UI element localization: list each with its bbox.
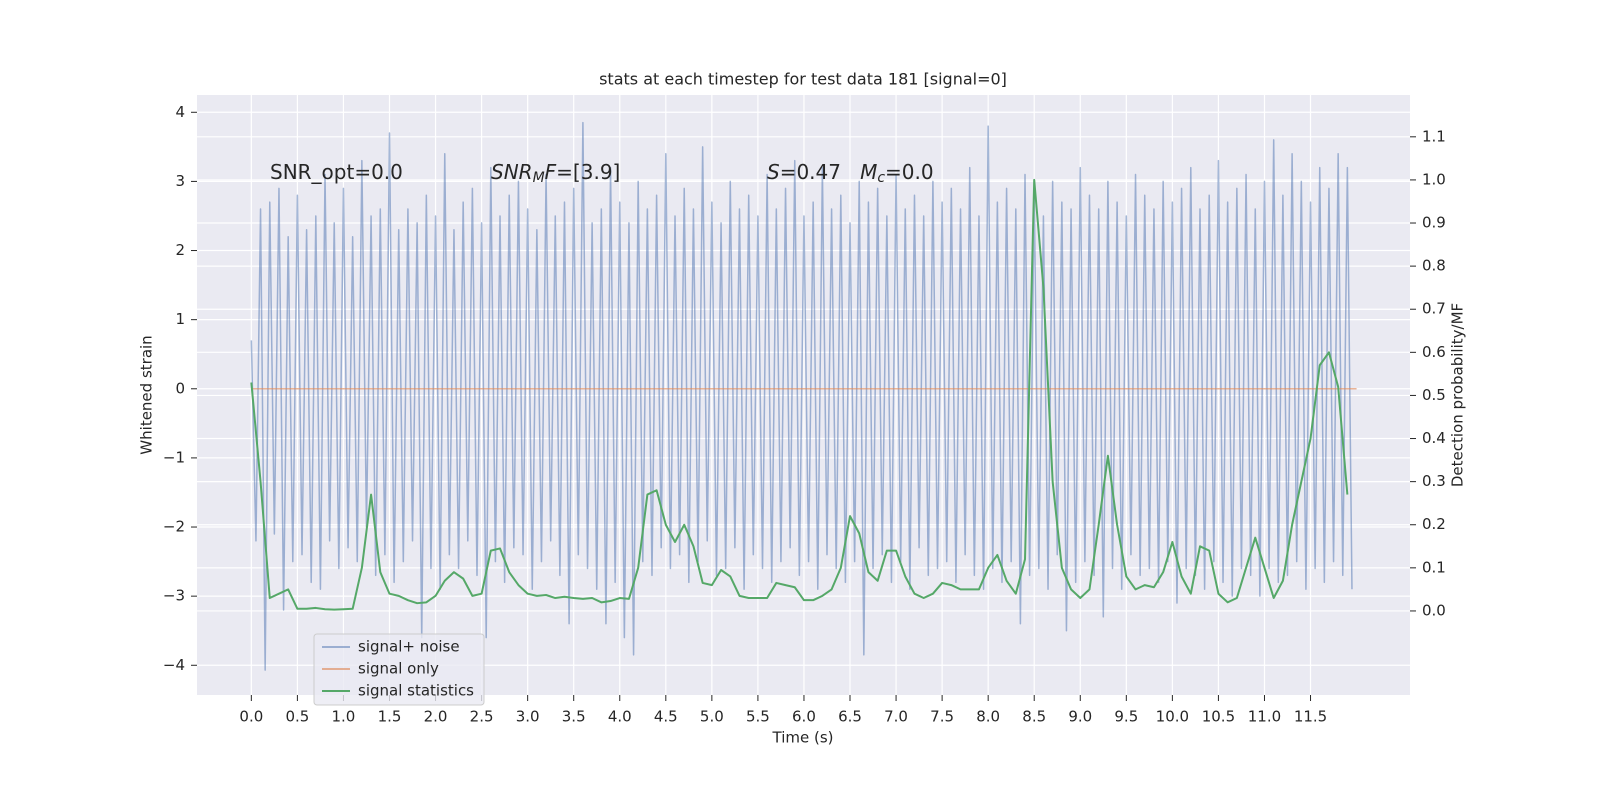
annotation-part: SNR xyxy=(491,160,533,184)
annotation-part: F xyxy=(545,160,557,184)
y2-tick-label: 1.1 xyxy=(1422,127,1446,145)
y2-tick-label: 0.1 xyxy=(1422,558,1446,576)
annotation: S=0.47 Mc=0.0 xyxy=(767,160,934,187)
x-tick-label: 0.0 xyxy=(239,708,263,726)
annotation-part: =0.47 xyxy=(780,160,860,184)
y2-tick-label: 0.0 xyxy=(1422,601,1446,619)
legend-frame xyxy=(313,633,485,706)
x-tick-label: 10.5 xyxy=(1202,708,1235,726)
y2-tick-label: 0.3 xyxy=(1422,472,1446,490)
series-line xyxy=(250,121,1353,671)
x-tick-label: 1.0 xyxy=(332,708,356,726)
x-tick-label: 7.5 xyxy=(930,708,954,726)
x-tick-label: 6.5 xyxy=(838,708,862,726)
y-tick-label: −1 xyxy=(163,448,185,466)
y-tick-label: 3 xyxy=(175,172,185,190)
y2-tick-label: 0.6 xyxy=(1422,343,1446,361)
annotation: SNRMF=[3.9] xyxy=(491,160,620,187)
x-tick-label: 3.5 xyxy=(562,708,586,726)
x-tick-label: 4.0 xyxy=(608,708,632,726)
annotation: SNR_opt=0.0 xyxy=(270,160,403,184)
x-tick-label: 8.5 xyxy=(1022,708,1046,726)
legend-label: signal statistics xyxy=(358,682,474,700)
annotation-part: c xyxy=(877,170,885,186)
x-tick-label: 1.5 xyxy=(378,708,402,726)
y2-axis-label: Detection probability/MF xyxy=(1449,303,1467,487)
y2-tick-label: 0.8 xyxy=(1422,257,1446,275)
y-tick-label: −4 xyxy=(163,656,185,674)
legend: signal+ noise signal only signal statistic… xyxy=(313,633,485,706)
legend-label: signal+ noise xyxy=(358,638,460,656)
x-tick-label: 3.0 xyxy=(516,708,540,726)
y-tick-label: −3 xyxy=(163,587,185,605)
y-tick-label: 0 xyxy=(175,379,185,397)
x-axis-label: Time (s) xyxy=(772,729,834,747)
x-tick-label: 5.5 xyxy=(746,708,770,726)
y2-tick-label: 0.9 xyxy=(1422,214,1446,232)
x-tick-label: 9.5 xyxy=(1114,708,1138,726)
x-tick-label: 11.5 xyxy=(1294,708,1327,726)
axes: 0.0 0.5 1.0 1.5 2.0 2.5 3.0 3.5 4.0 4.5 5.0 5.5 6.0 6… xyxy=(163,103,1446,726)
y2-tick-label: 0.5 xyxy=(1422,386,1446,404)
y2-tick-label: 1.0 xyxy=(1422,170,1446,188)
annotation-part: =0.0 xyxy=(885,160,934,184)
legend-label: signal only xyxy=(358,660,439,678)
x-tick-label: 11.0 xyxy=(1248,708,1281,726)
x-tick-label: 2.5 xyxy=(470,708,494,726)
x-tick-label: 10.0 xyxy=(1156,708,1189,726)
annotation-part: M xyxy=(533,170,545,186)
annotation-part: =[3.9] xyxy=(556,160,620,184)
chart-title: stats at each timestep for test data 181… xyxy=(599,70,1007,89)
x-tick-label: 4.5 xyxy=(654,708,678,726)
x-tick-label: 8.0 xyxy=(976,708,1000,726)
y2-tick-label: 0.7 xyxy=(1422,300,1446,318)
y2-tick-label: 0.4 xyxy=(1422,429,1446,447)
series-line xyxy=(250,178,1349,611)
x-tick-label: 9.0 xyxy=(1068,708,1092,726)
y-tick-label: 4 xyxy=(175,103,185,121)
annotation-part: SNR_opt=0.0 xyxy=(270,160,403,184)
x-tick-label: 2.0 xyxy=(424,708,448,726)
annotation-part: M xyxy=(860,160,877,184)
y2-tick-label: 0.2 xyxy=(1422,515,1446,533)
y-tick-label: 2 xyxy=(175,241,185,259)
x-tick-label: 0.5 xyxy=(285,708,309,726)
x-tick-label: 6.0 xyxy=(792,708,816,726)
x-tick-label: 5.0 xyxy=(700,708,724,726)
y-tick-label: −2 xyxy=(163,518,185,536)
y-tick-label: 1 xyxy=(175,310,185,328)
annotation-part: S xyxy=(767,160,780,184)
x-tick-label: 7.0 xyxy=(884,708,908,726)
y-axis-label: Whitened strain xyxy=(138,335,156,454)
